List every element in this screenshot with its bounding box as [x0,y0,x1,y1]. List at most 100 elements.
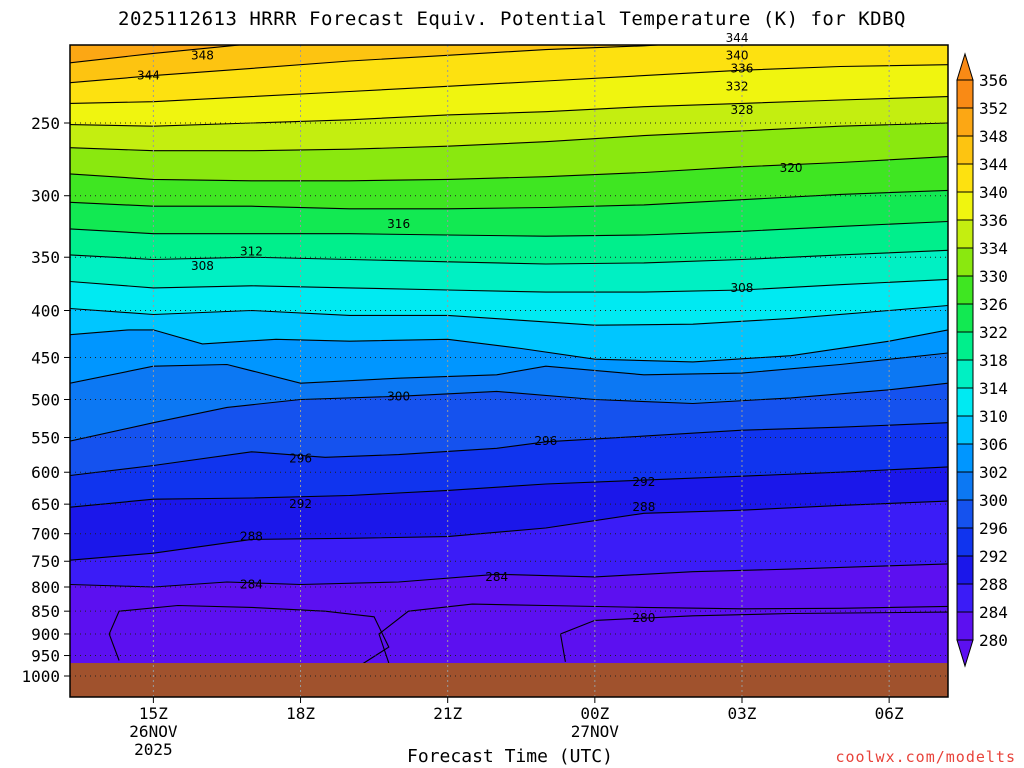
terrain-layer [70,663,948,697]
contour-292 [70,466,948,508]
colorbar-segment-336 [956,191,974,221]
ytick-label-1000: 1000 [21,667,60,686]
contour-label-284: 284 [240,577,263,591]
colorbar-segment-306 [956,415,974,445]
colorbar-segment-280 [956,611,974,641]
contour-300 [70,382,948,442]
contour-label-312: 312 [240,244,263,258]
xtick-label-21-0: 21Z [433,704,462,723]
xtick-label-18-0: 18Z [286,704,315,723]
colorbar-label-334: 334 [979,239,1008,258]
contour-label-340: 340 [726,48,749,62]
colorbar-segment-322 [956,303,974,333]
ytick-label-500: 500 [31,391,60,410]
gridlines [70,45,948,697]
contour-344 [70,45,667,84]
contour-label-344: 344 [726,31,749,45]
band-352 [70,5,948,42]
colorbar-label-310: 310 [979,407,1008,426]
contour-340 [70,64,948,104]
contour-322 [70,220,948,237]
contour-label-296: 296 [534,434,557,448]
site-credit[interactable]: coolwx.com/modelts [835,748,1016,766]
contour-label-292: 292 [289,497,312,511]
contour-334 [70,122,948,152]
colorbar-segment-284 [956,583,974,613]
colorbar-label-306: 306 [979,435,1008,454]
band-300 [70,353,948,442]
ytick-label-450: 450 [31,348,60,367]
colorbar-label-340: 340 [979,183,1008,202]
contour-label-336: 336 [731,61,754,75]
ytick-label-750: 750 [31,552,60,571]
colorbar-label-318: 318 [979,351,1008,370]
ytick-label-900: 900 [31,625,60,644]
contour-318 [70,249,948,265]
contour-label-284: 284 [485,570,508,584]
contour-label-316: 316 [387,217,410,231]
colorbar-label-292: 292 [979,547,1008,566]
colorbar-label-352: 352 [979,99,1008,118]
terrain-fill [70,663,948,697]
ytick-label-850: 850 [31,602,60,621]
contour-upper [70,0,909,5]
contour-label-332: 332 [726,79,749,93]
band-336 [70,64,948,127]
contour-306 [70,329,948,363]
colorbar-label-288: 288 [979,575,1008,594]
ytick-label-800: 800 [31,578,60,597]
contour-330 [70,156,948,182]
colorbar-segment-352 [956,79,974,109]
ytick-label-700: 700 [31,525,60,544]
band-340 [70,45,948,104]
contour-label-288: 288 [240,530,263,544]
color-fill-bands [70,5,948,697]
band-292 [70,422,948,508]
contour-label-344: 344 [137,69,160,83]
band-306 [70,305,948,362]
xtick-label-30-0: 06Z [875,704,904,723]
contour-280-lobe [108,604,390,667]
xtick-label-15-0: 15Z [139,704,168,723]
colorbar-segment-310 [956,387,974,417]
xtick-label-15-2: 2025 [134,740,173,759]
contour-label-280: 280 [632,611,655,625]
contour-296 [70,422,948,477]
colorbar-top-arrow [956,52,974,81]
colorbar-bottom-arrow [956,639,974,668]
contour-310 [70,304,948,326]
colorbar-segment-326 [956,275,974,305]
colorbar-label-326: 326 [979,295,1008,314]
colorbar-segment-330 [956,247,974,277]
ytick-label-950: 950 [31,647,60,666]
colorbar-label-330: 330 [979,267,1008,286]
contour-label-320: 320 [780,161,803,175]
colorbar-segment-288 [956,555,974,585]
band-288 [70,466,948,561]
contour-280-lobe [559,611,948,662]
ytick-label-300: 300 [31,187,60,206]
contour-label-308: 308 [731,281,754,295]
band-310 [70,279,948,326]
x-axis-title: Forecast Time (UTC) [407,746,613,767]
chart-title: 2025112613 HRRR Forecast Equiv. Potentia… [118,8,906,30]
contour-352 [70,5,948,42]
colorbar-label-300: 300 [979,491,1008,510]
band-326 [70,156,948,209]
ytick-label-400: 400 [31,301,60,320]
xtick-label-24-0: 00Z [580,704,609,723]
band-330 [70,123,948,181]
colorbar: 356 352 348 344 340 336 334 330 326 322 318 314 310 3… [956,52,1008,668]
band-348 [70,45,240,63]
contour-280-lobe [378,603,948,664]
contour-label-328: 328 [731,103,754,117]
colorbar-segment-314 [956,359,974,389]
contour-label-292: 292 [632,475,655,489]
colorbar-segment-302 [956,443,974,473]
colorbar-label-344: 344 [979,155,1008,174]
colorbar-segment-340 [956,163,974,193]
xtick-label-27-0: 03Z [728,704,757,723]
colorbar-label-296: 296 [979,519,1008,538]
ytick-label-350: 350 [31,248,60,267]
